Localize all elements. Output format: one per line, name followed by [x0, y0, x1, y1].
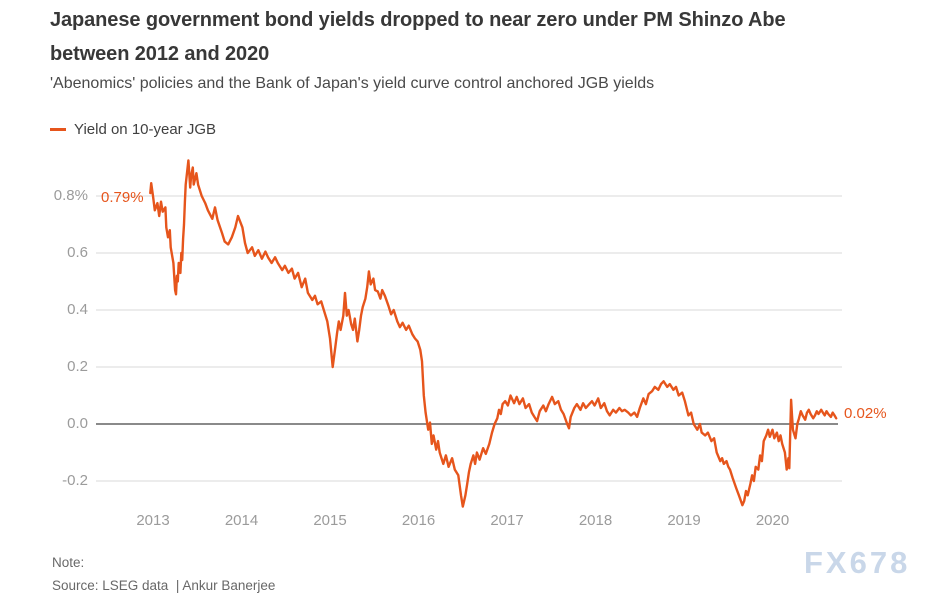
y-tick-label: 0.6 — [67, 244, 88, 261]
y-tick-label: 0.2 — [67, 358, 88, 375]
x-tick-label: 2016 — [401, 512, 436, 529]
y-tick-label: 0.0 — [67, 415, 88, 432]
source-attribution: Source: LSEG data | Ankur Banerjee — [52, 578, 276, 593]
chart-title-line2: between 2012 and 2020 — [50, 43, 270, 65]
start-value-annotation: 0.79% — [101, 189, 144, 206]
y-tick-label: 0.4 — [67, 301, 88, 318]
note-label: Note: — [52, 555, 85, 570]
chart-subtitle: 'Abenomics' policies and the Bank of Jap… — [50, 75, 655, 92]
fx678-watermark: FX678 — [804, 545, 911, 580]
end-value-annotation: 0.02% — [844, 405, 887, 422]
chart-title-line1: Japanese government bond yields dropped … — [50, 9, 786, 31]
legend: Yield on 10-year JGB — [50, 120, 216, 138]
x-tick-label: 2020 — [755, 512, 790, 529]
y-tick-label: 0.8% — [53, 187, 88, 204]
x-tick-label: 2018 — [578, 512, 613, 529]
legend-line-swatch — [50, 127, 66, 131]
x-tick-label: 2017 — [490, 512, 524, 529]
x-tick-label: 2019 — [667, 512, 701, 529]
x-tick-label: 2013 — [136, 512, 170, 529]
y-tick-label: -0.2 — [62, 472, 88, 489]
x-tick-label: 2014 — [224, 512, 259, 529]
x-tick-label: 2015 — [313, 512, 347, 529]
yield-line-series — [149, 159, 838, 508]
legend-series-label: Yield on 10-year JGB — [74, 120, 217, 138]
